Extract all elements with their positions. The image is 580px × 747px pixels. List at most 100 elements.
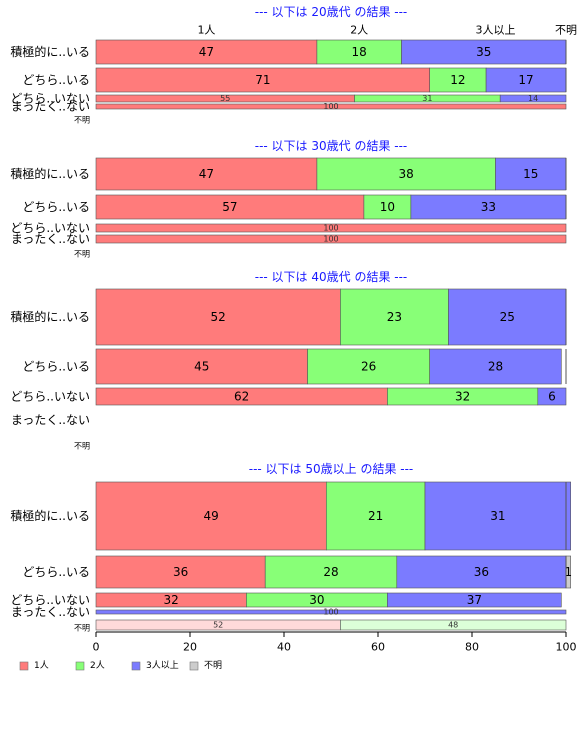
x-tick-label: 0 bbox=[93, 641, 100, 654]
bar-segment bbox=[264, 555, 398, 589]
data-label: 47 bbox=[199, 167, 214, 181]
bar-segment bbox=[95, 234, 567, 244]
section-title: --- 以下は 40歳代 の結果 --- bbox=[255, 270, 408, 284]
row-label: どちら..いる bbox=[22, 565, 90, 579]
bar-segment bbox=[410, 194, 567, 220]
bar-segment bbox=[495, 157, 567, 191]
bar-segment bbox=[387, 592, 562, 608]
section-title: --- 以下は 20歳代 の結果 --- bbox=[255, 5, 408, 19]
bar-segment bbox=[316, 157, 496, 191]
bar-segment bbox=[307, 348, 430, 385]
bar-segment bbox=[95, 223, 567, 233]
bar-segment bbox=[485, 67, 567, 93]
data-label: 47 bbox=[199, 45, 214, 59]
data-label: 55 bbox=[220, 94, 230, 103]
bar-segment bbox=[95, 555, 266, 589]
data-label: 48 bbox=[448, 621, 458, 630]
data-label: 49 bbox=[204, 509, 219, 523]
data-label: 71 bbox=[255, 73, 270, 87]
bar-segment bbox=[537, 387, 567, 406]
row-label: 不明 bbox=[74, 250, 90, 259]
data-label: 14 bbox=[528, 94, 538, 103]
bar-segment bbox=[95, 481, 327, 551]
legend-swatch bbox=[75, 661, 85, 671]
bar-segment bbox=[340, 288, 449, 346]
row-label: どちら..いない bbox=[10, 92, 90, 106]
bar-segment bbox=[424, 481, 571, 551]
bar-segment bbox=[95, 288, 341, 346]
row-label: 不明 bbox=[74, 442, 90, 451]
legend-swatch bbox=[189, 661, 199, 671]
data-label: 100 bbox=[323, 224, 338, 233]
data-label: 31 bbox=[490, 509, 505, 523]
data-label: 32 bbox=[164, 593, 179, 607]
data-label: 30 bbox=[309, 593, 324, 607]
bar-segment bbox=[95, 39, 318, 65]
data-label: 10 bbox=[380, 200, 395, 214]
data-label: 23 bbox=[387, 310, 402, 324]
data-label: 35 bbox=[476, 45, 491, 59]
data-label: 28 bbox=[488, 360, 503, 374]
data-label: 38 bbox=[399, 167, 414, 181]
data-label: 28 bbox=[323, 565, 338, 579]
row-label: まったく..ない bbox=[11, 605, 90, 619]
data-label: 12 bbox=[450, 73, 465, 87]
bar-segment bbox=[401, 39, 567, 65]
data-label: 33 bbox=[481, 200, 496, 214]
column-header: 1人 bbox=[197, 24, 215, 37]
bar-segment bbox=[448, 288, 567, 346]
legend-label: 3人以上 bbox=[146, 660, 179, 671]
data-label: 21 bbox=[368, 509, 383, 523]
row-label: 積極的に..いる bbox=[10, 44, 90, 59]
data-label: 32 bbox=[455, 390, 470, 404]
data-label: 25 bbox=[500, 310, 515, 324]
row-label: どちら..いない bbox=[10, 593, 90, 607]
section-title: --- 以下は 50歳以上 の結果 --- bbox=[249, 462, 414, 476]
data-label: 100 bbox=[323, 608, 338, 617]
bar-segment bbox=[325, 481, 426, 551]
row-label: どちら..いる bbox=[22, 73, 90, 87]
bar-segment bbox=[340, 619, 567, 631]
row-label: 不明 bbox=[74, 624, 90, 633]
section-title: --- 以下は 30歳代 の結果 --- bbox=[255, 139, 408, 153]
data-label: 17 bbox=[518, 73, 533, 87]
bar-segment bbox=[95, 103, 567, 110]
legend-swatch bbox=[131, 661, 141, 671]
bar-segment bbox=[95, 609, 567, 615]
data-label: 100 bbox=[323, 235, 338, 244]
data-label: 100 bbox=[323, 102, 338, 111]
row-label: 不明 bbox=[74, 116, 90, 125]
data-label: 36 bbox=[474, 565, 489, 579]
data-label: 18 bbox=[352, 45, 367, 59]
column-header: 2人 bbox=[350, 24, 368, 37]
row-label: まったく..ない bbox=[11, 232, 90, 246]
row-label: どちら..いる bbox=[22, 360, 90, 374]
data-label: 6 bbox=[548, 390, 556, 404]
bar-segment bbox=[95, 194, 365, 220]
legend-label: 2人 bbox=[90, 660, 105, 671]
data-label: 31 bbox=[422, 94, 432, 103]
data-label: 57 bbox=[222, 200, 237, 214]
x-tick-label: 100 bbox=[556, 641, 577, 654]
row-label: 積極的に..いる bbox=[10, 309, 90, 324]
data-label: 45 bbox=[194, 360, 209, 374]
data-label: 52 bbox=[211, 310, 226, 324]
row-label: まったく..ない bbox=[11, 413, 90, 427]
data-label: 15 bbox=[523, 167, 538, 181]
row-label: 積極的に..いる bbox=[10, 166, 90, 181]
data-label: 36 bbox=[173, 565, 188, 579]
x-tick-label: 80 bbox=[465, 641, 479, 654]
legend-swatch bbox=[19, 661, 29, 671]
bar-segment bbox=[499, 94, 567, 103]
data-label: 37 bbox=[467, 593, 482, 607]
data-label: 62 bbox=[234, 390, 249, 404]
x-tick-label: 20 bbox=[183, 641, 197, 654]
row-label: どちら..いない bbox=[10, 390, 90, 404]
row-label: どちら..いない bbox=[10, 221, 90, 235]
data-label: 1 bbox=[565, 565, 573, 579]
row-label: どちら..いる bbox=[22, 200, 90, 214]
bar-segment bbox=[95, 157, 318, 191]
row-label: まったく..ない bbox=[11, 100, 90, 114]
x-tick-label: 60 bbox=[371, 641, 385, 654]
